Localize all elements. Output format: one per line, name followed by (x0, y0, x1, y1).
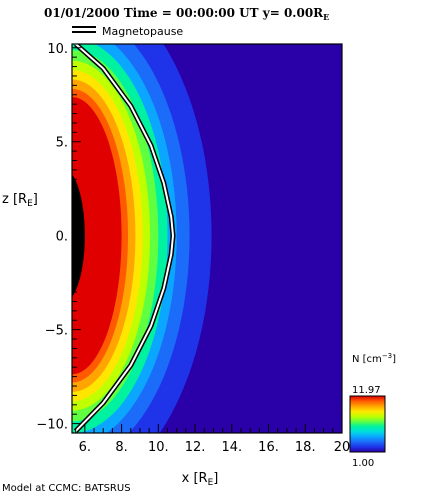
x-tick-label: 18. (295, 440, 316, 455)
colorbar-min-label: 1.00 (352, 458, 374, 469)
magnetopause-legend-label: Magnetopause (102, 25, 184, 38)
x-axis-label-var: x [R (182, 471, 208, 486)
colorbar-var: N [cm (352, 354, 382, 365)
colorbar-title: N [cm−3] (352, 352, 396, 365)
y-tick-label: 5. (56, 136, 68, 151)
y-axis: −10. −5. 0. 5. 10. (36, 42, 81, 434)
title-slice-label: y= (262, 6, 280, 20)
legend: Magnetopause (72, 25, 183, 38)
x-tick-label: 6. (79, 440, 91, 455)
title-date: 01/01/2000 (44, 6, 120, 20)
x-axis-label-sub: E (208, 478, 214, 488)
colorbar-max-label: 11.97 (352, 385, 381, 396)
magnetopause-legend-swatch (72, 26, 96, 33)
title-time-value: 00:00:00 UT (176, 6, 259, 20)
y-tick-label: 10. (47, 42, 68, 57)
y-axis-label-var: z [R (2, 192, 27, 207)
x-axis-label: x [RE] (182, 471, 219, 488)
density-field (72, 44, 342, 433)
model-credit: Model at CCMC: BATSRUS (2, 483, 131, 494)
x-axis-label-close: ] (213, 471, 218, 486)
title-slice-unit: R (313, 6, 324, 20)
y-tick-label: 0. (56, 230, 68, 245)
colorbar-gradient (349, 395, 386, 453)
title-slice-value: 0.00 (283, 6, 314, 20)
colorbar-close: ] (392, 354, 396, 365)
x-tick-label: 20 (334, 440, 351, 455)
plot-title: 01/01/2000 Time = 00:00:00 UT y= 0.00RE (44, 6, 329, 22)
density-level-10 (72, 97, 122, 375)
y-tick-label: −10. (36, 418, 68, 433)
y-axis-label: z [RE] (2, 192, 38, 209)
colorbar: N [cm−3] 11.97 1.00 (349, 352, 396, 469)
x-tick-label: 14. (221, 440, 242, 455)
y-axis-label-close: ] (33, 192, 38, 207)
y-tick-label: −5. (45, 324, 68, 339)
title-slice-unit-sub: E (323, 12, 330, 22)
colorbar-exp: −3 (382, 352, 392, 360)
x-tick-label: 10. (148, 440, 169, 455)
title-time-label: Time = (123, 6, 172, 20)
x-tick-label: 12. (185, 440, 206, 455)
magnetopause-curve (73, 44, 176, 433)
x-axis: 6. 8. 10. 12. 14. 16. 18. 20 (75, 424, 351, 455)
x-tick-label: 16. (258, 440, 279, 455)
plot-frame (71, 43, 343, 434)
x-tick-label: 8. (115, 440, 127, 455)
magnetopause-line (74, 44, 174, 432)
y-axis-label-sub: E (27, 199, 33, 209)
